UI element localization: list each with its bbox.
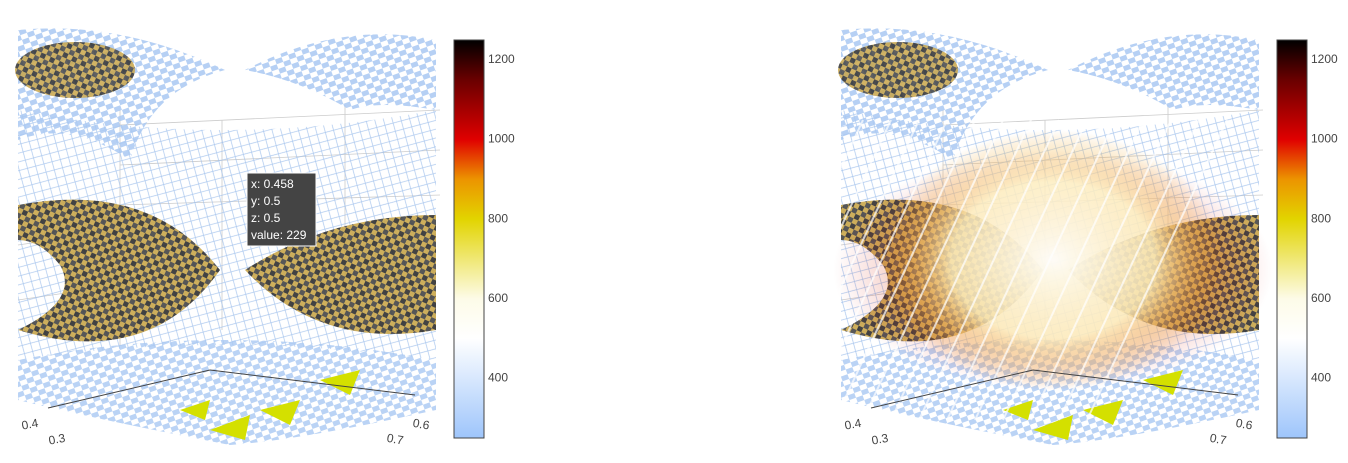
low-patch <box>1083 400 1123 425</box>
low-patch <box>1033 415 1073 440</box>
colorbar-tick-label: 800 <box>488 211 508 225</box>
colorbar-tick-label: 1200 <box>488 52 515 66</box>
colorbar-tick-label: 800 <box>1311 211 1331 225</box>
y-tick-label: 0.6 <box>1235 416 1254 433</box>
x-tick-label: 0.3 <box>47 431 66 448</box>
light-streak <box>918 119 1060 421</box>
light-streak <box>778 119 920 421</box>
tooltip-line: y: 0.5 <box>251 194 281 208</box>
light-streak <box>1086 119 1228 421</box>
x-tick-label: 0.3 <box>870 431 889 448</box>
colorbar <box>1276 39 1308 439</box>
axis-line-3d <box>47 369 211 409</box>
light-streak <box>750 119 892 421</box>
x-tick-label: 0.4 <box>20 416 39 433</box>
light-streak <box>890 119 1032 421</box>
tooltip-line: x: 0.458 <box>251 177 294 191</box>
light-streak <box>806 119 948 421</box>
low-patch <box>260 400 300 425</box>
light-streak <box>974 119 1116 421</box>
colorbar <box>453 39 485 439</box>
tooltip: x: 0.458 y: 0.5 z: 0.5 value: 229 <box>246 172 317 247</box>
light-streak <box>862 119 1004 421</box>
glow-inner <box>883 130 1223 390</box>
grid-line-3d <box>942 109 1264 126</box>
colorbar-tick-label: 400 <box>1311 370 1331 384</box>
low-patch <box>210 415 250 440</box>
isosurface-bottom <box>18 340 436 445</box>
high-blob-top <box>15 42 135 98</box>
colorbar-tick-label: 1000 <box>488 132 515 146</box>
axis-line-3d <box>870 369 1034 409</box>
light-streak <box>1030 119 1172 421</box>
volume-chart: 0.4 0.3 0.6 0.7 400 600 800 1000 1200 <box>722 28 1338 448</box>
colorbar-tick-label: 1200 <box>1311 52 1338 66</box>
colorbar-tick-label: 600 <box>1311 291 1331 305</box>
scene <box>722 28 1273 445</box>
grid-line-3d <box>119 109 441 126</box>
tooltip-box <box>246 172 317 247</box>
low-patch <box>1143 370 1183 395</box>
low-patch <box>180 400 210 420</box>
light-streak <box>946 119 1088 421</box>
axis-line-3d <box>1032 369 1239 396</box>
y-tick-label: 0.7 <box>1209 431 1228 448</box>
volume-chart: 0.4 0.3 0.6 0.7 400 600 800 1000 1200 x: 0.458 y: … <box>15 28 515 448</box>
light-streak <box>1002 119 1144 421</box>
isosurface-top-right <box>1068 34 1259 110</box>
y-tick-label: 0.7 <box>386 431 405 448</box>
tooltip-line: z: 0.5 <box>251 211 281 225</box>
tooltip-line: value: 229 <box>251 228 307 242</box>
colorbar-tick-label: 400 <box>488 370 508 384</box>
high-blob-left <box>18 199 220 342</box>
light-streak <box>834 119 976 421</box>
colorbar-tick-label: 600 <box>488 291 508 305</box>
axis-line-3d <box>209 369 416 396</box>
y-tick-label: 0.6 <box>412 416 431 433</box>
light-streak <box>1058 119 1200 421</box>
low-patch <box>320 370 360 395</box>
x-tick-label: 0.4 <box>843 416 862 433</box>
scene <box>15 28 441 445</box>
low-patch <box>1003 400 1033 420</box>
high-blob-top <box>838 42 958 98</box>
isosurface-top-right <box>245 34 436 110</box>
light-streak <box>722 119 864 421</box>
colorbar-tick-label: 1000 <box>1311 132 1338 146</box>
